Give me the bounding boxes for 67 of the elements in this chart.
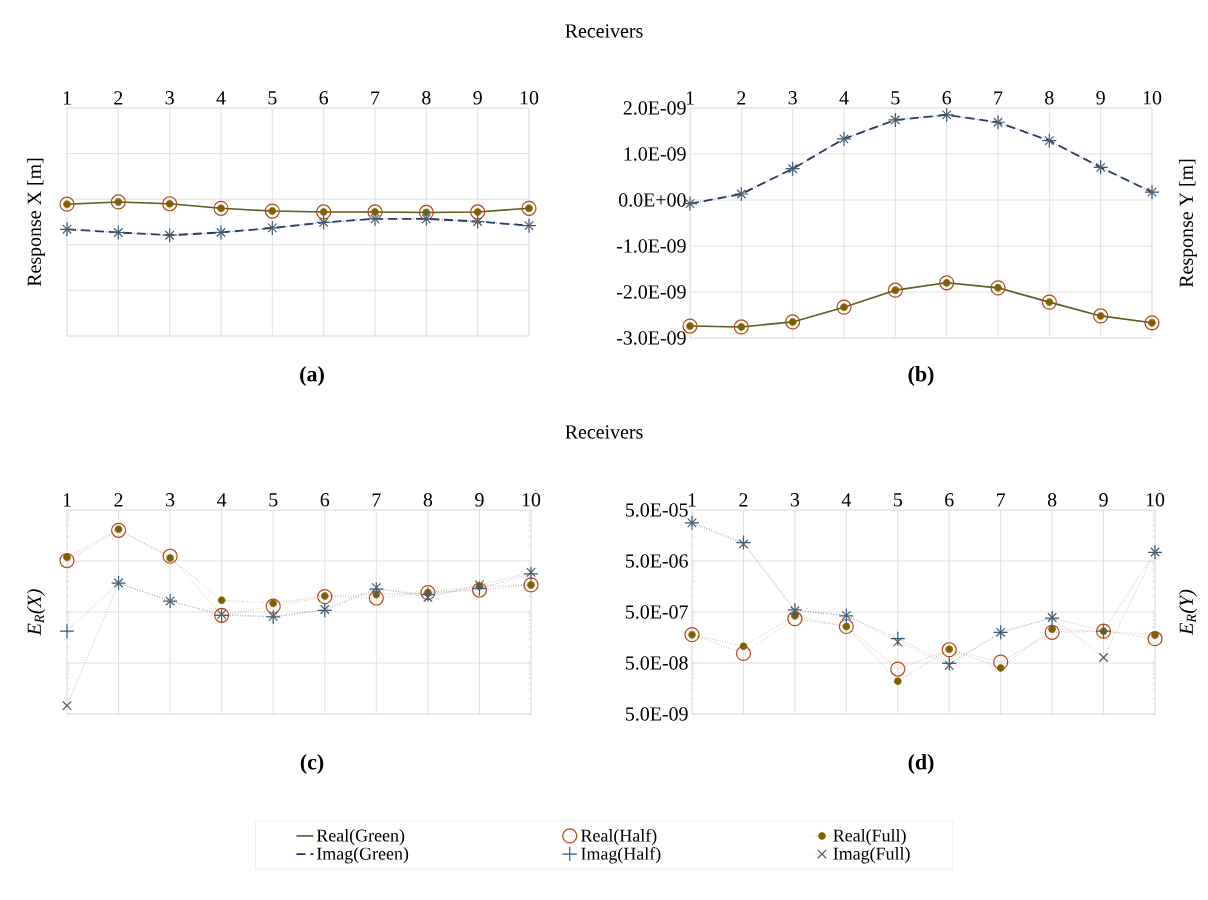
x-tick-label: 1 [63,91,71,105]
x-tick-label: 3 [788,91,797,105]
y-tick-label: 1.0E-09 [624,147,686,161]
x-tick-label: 1 [688,493,696,507]
legend-label: Imag(Full) [833,847,910,864]
x-tick-label: 8 [1045,91,1054,105]
x-axis-title: Receivers [565,425,643,439]
y-tick-label: -1.0E-09 [616,239,686,253]
y-tick-label: 5.0E-07 [626,605,688,619]
x-tick-label: 8 [1047,493,1057,507]
x-tick-label: 5 [891,91,900,105]
x-tick-label: 5 [893,493,902,507]
y-axis-title: Response X [m] [26,158,46,287]
y-axis-title: E$_{R}$(Y) [1178,589,1198,636]
legend-label: Real(Half) [581,828,657,846]
x-tick-label: 10 [520,91,539,105]
text: (d) [908,754,934,774]
x-axis-title: Receivers [565,24,643,38]
x-tick-label: 10 [1146,493,1165,507]
x-tick-label: 2 [739,493,748,507]
y-tick-label: 5.0E-09 [626,707,688,721]
x-tick-label: 2 [114,493,123,507]
text: (c) [300,754,324,774]
x-tick-label: 6 [945,493,954,507]
x-tick-label: 6 [942,91,952,105]
y-tick-label: 2.0E-09 [623,101,686,115]
x-tick-label: 6 [319,91,329,105]
text: (b) [908,366,934,386]
x-tick-label: 3 [165,91,174,105]
x-tick-label: 7 [371,91,380,105]
x-tick-label: 1 [63,493,71,507]
x-tick-label: 7 [997,493,1006,507]
y-tick-label: 5.0E-05 [626,503,688,517]
x-tick-label: 9 [1096,91,1105,105]
x-tick-label: 7 [994,91,1003,105]
x-tick-label: 10 [522,493,541,507]
x-tick-label: 4 [216,91,226,105]
y-tick-label: -2.0E-09 [616,285,686,299]
legend-label: Real(Green) [316,828,405,846]
x-tick-label: 9 [473,91,482,105]
x-tick-label: 3 [166,493,175,507]
y-axis-title: Response Y [m] [1178,159,1198,288]
x-tick-label: 5 [268,91,277,105]
x-tick-label: 7 [372,493,381,507]
x-tick-label: 2 [737,91,746,105]
x-tick-label: 9 [475,493,484,507]
legend-label: Real(Full) [833,828,906,846]
y-tick-label: 0.0E+00 [619,193,686,207]
x-tick-label: 4 [217,493,227,507]
x-tick-label: 4 [839,91,849,105]
x-tick-label: 4 [841,493,852,507]
x-tick-label: 8 [422,91,431,105]
x-tick-label: 8 [423,493,433,507]
x-tick-label: 2 [114,91,123,105]
y-tick-label: 5.0E-08 [626,656,688,670]
x-tick-label: 1 [686,91,694,105]
x-tick-label: 3 [790,493,800,507]
legend-label: Imag(Green) [316,847,409,864]
x-tick-label: 5 [269,493,278,507]
y-axis-title: E$_{R}$(X) [26,589,46,636]
legend-label: Imag(Half) [581,846,661,864]
y-tick-label: 5.0E-06 [626,554,688,568]
x-tick-label: 9 [1099,493,1108,507]
x-tick-label: 10 [1143,91,1162,105]
y-tick-label: -3.0E-09 [616,331,686,345]
text: (a) [300,366,324,386]
x-tick-label: 6 [320,493,330,507]
